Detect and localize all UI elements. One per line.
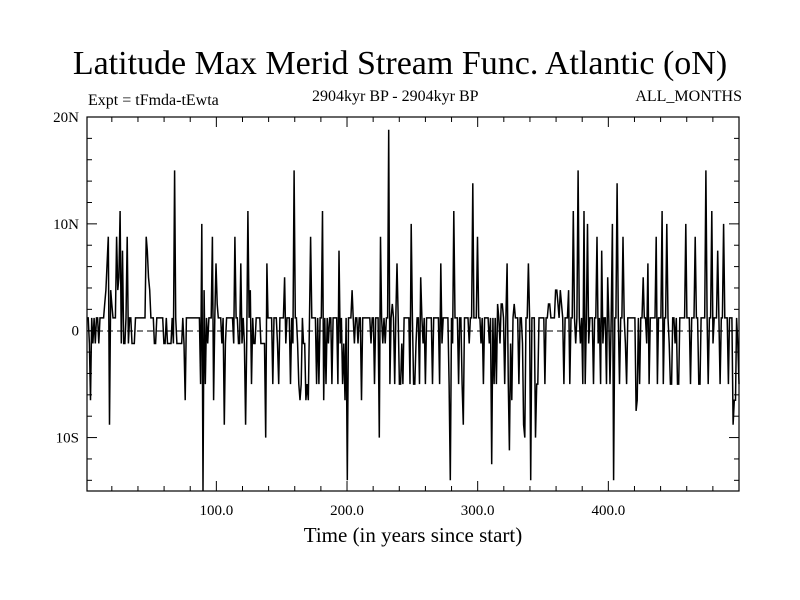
series-line bbox=[87, 129, 740, 492]
x-tick-label: 300.0 bbox=[461, 503, 495, 519]
experiment-label: Expt = tFmda-tEwta bbox=[88, 92, 219, 109]
x-tick-label: 400.0 bbox=[591, 503, 625, 519]
y-axis: 20N 10N 0 10S bbox=[53, 110, 739, 481]
x-axis-label: Time (in years since start) bbox=[304, 523, 523, 547]
x-tick-label: 100.0 bbox=[199, 503, 233, 519]
x-tick-label: 200.0 bbox=[330, 503, 364, 519]
chart-title: Latitude Max Merid Stream Func. Atlantic… bbox=[72, 45, 728, 82]
x-axis: 100.0 200.0 300.0 400.0 bbox=[111, 117, 714, 519]
y-tick-label: 20N bbox=[53, 110, 79, 126]
months-label: ALL_MONTHS bbox=[635, 88, 742, 105]
y-tick-label: 0 bbox=[72, 324, 80, 340]
y-tick-label: 10S bbox=[56, 431, 79, 447]
plot-frame bbox=[86, 116, 740, 492]
y-tick-label: 10N bbox=[53, 217, 79, 233]
period-label: 2904kyr BP - 2904kyr BP bbox=[312, 88, 479, 105]
